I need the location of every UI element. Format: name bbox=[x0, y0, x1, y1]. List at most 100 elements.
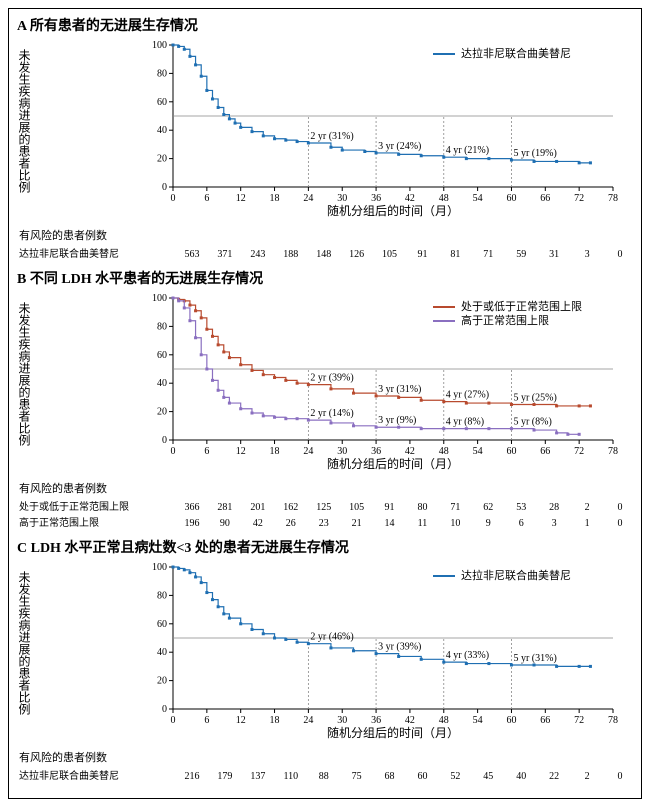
svg-text:72: 72 bbox=[574, 193, 584, 204]
risk-value: 59 bbox=[506, 249, 536, 260]
risk-value: 26 bbox=[276, 518, 306, 529]
risk-value: 3 bbox=[572, 249, 602, 260]
svg-text:42: 42 bbox=[405, 715, 415, 726]
svg-text:0: 0 bbox=[162, 704, 167, 715]
risk-value: 371 bbox=[210, 249, 240, 260]
annotation: 5 yr (31%) bbox=[513, 653, 556, 664]
annotation: 3 yr (31%) bbox=[378, 384, 421, 395]
risk-value: 0 bbox=[605, 249, 635, 260]
panel-title: C LDH 水平正常且病灶数<3 处的患者无进展生存情况 bbox=[17, 537, 635, 557]
svg-text:78: 78 bbox=[608, 715, 618, 726]
svg-text:0: 0 bbox=[171, 193, 176, 204]
risk-row: 达拉非尼联合曲美替尼563371243188148126105918171593… bbox=[15, 245, 635, 260]
svg-text:42: 42 bbox=[405, 446, 415, 457]
risk-value: 137 bbox=[243, 771, 273, 782]
svg-text:100: 100 bbox=[152, 562, 167, 573]
km-chart: 020406080100061218243036424854606672782 … bbox=[33, 292, 633, 472]
svg-text:20: 20 bbox=[157, 676, 167, 687]
risk-row: 处于或低于正常范围上限36628120116212510591807162532… bbox=[15, 498, 635, 513]
svg-text:48: 48 bbox=[439, 715, 449, 726]
svg-text:54: 54 bbox=[473, 715, 483, 726]
risk-value: 2 bbox=[572, 771, 602, 782]
risk-value: 105 bbox=[342, 502, 372, 513]
svg-text:18: 18 bbox=[270, 715, 280, 726]
x-axis-label: 随机分组后的时间（月） bbox=[327, 203, 459, 218]
risk-value: 81 bbox=[440, 249, 470, 260]
risk-value: 162 bbox=[276, 502, 306, 513]
svg-text:30: 30 bbox=[337, 193, 347, 204]
risk-value: 91 bbox=[375, 502, 405, 513]
risk-value: 110 bbox=[276, 771, 306, 782]
risk-value: 42 bbox=[243, 518, 273, 529]
risk-value: 126 bbox=[342, 249, 372, 260]
svg-text:18: 18 bbox=[270, 446, 280, 457]
svg-text:66: 66 bbox=[540, 715, 550, 726]
svg-text:36: 36 bbox=[371, 446, 381, 457]
y-axis-label: 未发生疾病进展的患者比例 bbox=[15, 39, 33, 223]
risk-value: 23 bbox=[309, 518, 339, 529]
km-chart: 020406080100061218243036424854606672782 … bbox=[33, 561, 633, 741]
risk-value: 71 bbox=[473, 249, 503, 260]
risk-value: 201 bbox=[243, 502, 273, 513]
svg-text:60: 60 bbox=[506, 193, 516, 204]
svg-text:36: 36 bbox=[371, 193, 381, 204]
y-axis-label: 未发生疾病进展的患者比例 bbox=[15, 561, 33, 745]
risk-value: 45 bbox=[473, 771, 503, 782]
svg-text:24: 24 bbox=[303, 715, 313, 726]
svg-text:0: 0 bbox=[162, 435, 167, 446]
risk-value: 281 bbox=[210, 502, 240, 513]
risk-row-label: 达拉非尼联合曲美替尼 bbox=[15, 767, 139, 782]
svg-text:78: 78 bbox=[608, 446, 618, 457]
risk-value: 14 bbox=[375, 518, 405, 529]
svg-text:24: 24 bbox=[303, 193, 313, 204]
svg-text:6: 6 bbox=[204, 715, 209, 726]
svg-text:40: 40 bbox=[157, 125, 167, 136]
risk-value: 10 bbox=[440, 518, 470, 529]
annotation: 2 yr (46%) bbox=[310, 632, 353, 643]
risk-value: 28 bbox=[539, 502, 569, 513]
risk-value: 2 bbox=[572, 502, 602, 513]
svg-text:12: 12 bbox=[236, 446, 246, 457]
x-axis-label: 随机分组后的时间（月） bbox=[327, 725, 459, 740]
risk-value: 179 bbox=[210, 771, 240, 782]
svg-text:42: 42 bbox=[405, 193, 415, 204]
risk-value: 9 bbox=[473, 518, 503, 529]
svg-text:30: 30 bbox=[337, 446, 347, 457]
risk-row: 达拉非尼联合曲美替尼216179137110887568605245402220 bbox=[15, 767, 635, 782]
y-axis-label: 未发生疾病进展的患者比例 bbox=[15, 292, 33, 476]
svg-text:20: 20 bbox=[157, 154, 167, 165]
svg-text:0: 0 bbox=[162, 182, 167, 193]
risk-value: 196 bbox=[177, 518, 207, 529]
risk-value: 188 bbox=[276, 249, 306, 260]
svg-text:78: 78 bbox=[608, 193, 618, 204]
risk-row-label: 高于正常范围上限 bbox=[15, 514, 139, 529]
figure-frame: A 所有患者的无进展生存情况未发生疾病进展的患者比例02040608010006… bbox=[8, 8, 642, 799]
svg-text:66: 66 bbox=[540, 446, 550, 457]
risk-value: 75 bbox=[342, 771, 372, 782]
risk-value: 563 bbox=[177, 249, 207, 260]
svg-text:40: 40 bbox=[157, 378, 167, 389]
risk-header: 有风险的患者例数 bbox=[19, 749, 635, 765]
svg-text:12: 12 bbox=[236, 193, 246, 204]
risk-value: 366 bbox=[177, 502, 207, 513]
svg-text:72: 72 bbox=[574, 446, 584, 457]
svg-text:6: 6 bbox=[204, 193, 209, 204]
annotation: 5 yr (25%) bbox=[513, 393, 556, 404]
annotation: 2 yr (39%) bbox=[310, 373, 353, 384]
risk-value: 0 bbox=[605, 771, 635, 782]
annotation: 4 yr (21%) bbox=[446, 145, 489, 156]
svg-text:30: 30 bbox=[337, 715, 347, 726]
risk-value: 52 bbox=[440, 771, 470, 782]
risk-value: 80 bbox=[407, 502, 437, 513]
risk-header: 有风险的患者例数 bbox=[19, 227, 635, 243]
svg-text:48: 48 bbox=[439, 446, 449, 457]
svg-text:20: 20 bbox=[157, 407, 167, 418]
svg-text:18: 18 bbox=[270, 193, 280, 204]
risk-value: 68 bbox=[375, 771, 405, 782]
risk-value: 71 bbox=[440, 502, 470, 513]
svg-text:80: 80 bbox=[157, 321, 167, 332]
risk-value: 31 bbox=[539, 249, 569, 260]
km-chart: 020406080100061218243036424854606672782 … bbox=[33, 39, 633, 219]
risk-value: 88 bbox=[309, 771, 339, 782]
svg-text:72: 72 bbox=[574, 715, 584, 726]
